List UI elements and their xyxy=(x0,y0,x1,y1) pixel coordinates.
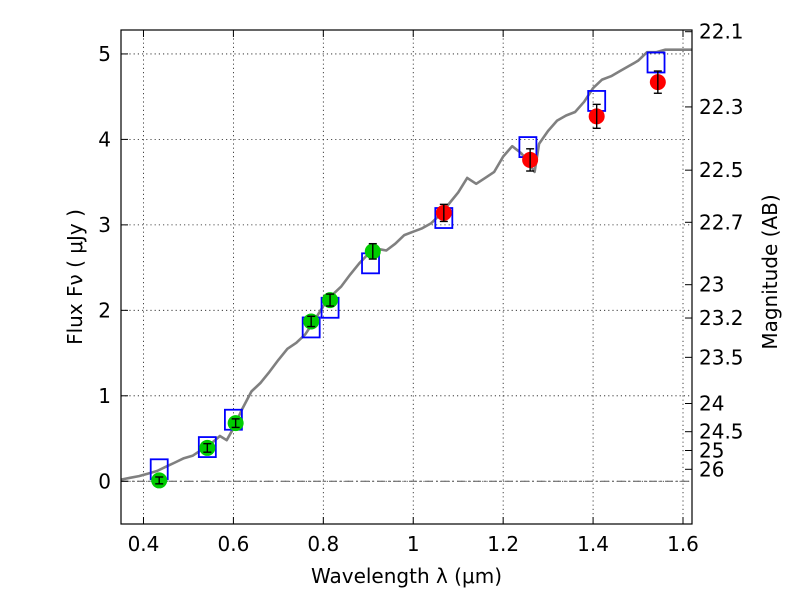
x-axis-title: Wavelength λ (μm) xyxy=(311,564,502,588)
right-tick-label: 22.5 xyxy=(699,158,744,182)
plot-frame xyxy=(120,29,693,525)
data-marks xyxy=(149,51,666,489)
right-axis-title: Magnitude (AB) xyxy=(758,194,782,349)
right-tick-label: 22.1 xyxy=(699,20,744,44)
x-tick-label: 0.8 xyxy=(307,532,339,556)
right-tick-label: 23.2 xyxy=(699,306,744,330)
model-flux-square xyxy=(646,51,666,74)
x-tick-label: 1 xyxy=(407,532,420,556)
right-tick-label: 24.5 xyxy=(699,420,744,444)
right-tick-label: 23 xyxy=(699,273,724,297)
right-tick-label: 22.7 xyxy=(699,210,744,234)
x-tick-label: 1.6 xyxy=(667,532,699,556)
y-tick-label: 5 xyxy=(98,42,111,66)
right-tick-label: 25 xyxy=(699,438,724,462)
model-flux-square xyxy=(197,436,217,458)
axis-ticks: 0.4 0.6 0.8 1 1.2 1.4 1.601234522.122.322.522.… xyxy=(98,20,743,556)
x-tick-label: 1.4 xyxy=(577,532,609,556)
x-tick-label: 0.6 xyxy=(217,532,249,556)
x-tick-label: 1.2 xyxy=(487,532,519,556)
x-tick-label: 0.4 xyxy=(128,532,160,556)
right-tick-label: 26 xyxy=(699,457,724,481)
y-tick-label: 4 xyxy=(98,127,111,151)
grid-lines xyxy=(121,30,692,524)
y-tick-label: 0 xyxy=(98,469,111,493)
right-tick-label: 23.5 xyxy=(699,345,744,369)
model-spectrum-line xyxy=(120,48,692,481)
right-tick-label: 24 xyxy=(699,391,724,415)
y-tick-label: 1 xyxy=(98,384,111,408)
y-tick-label: 3 xyxy=(98,213,111,237)
right-tick-label: 22.3 xyxy=(699,95,744,119)
y-axis-title: Flux Fν ( μJy ) xyxy=(63,209,87,345)
y-tick-label: 2 xyxy=(98,298,111,322)
